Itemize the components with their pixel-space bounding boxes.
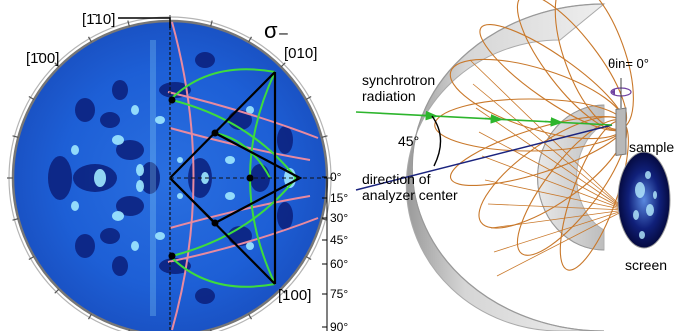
- label-bar100: [1̄00]: [26, 50, 59, 67]
- azimuth-ticks: [7, 15, 333, 331]
- polar-tick-label: 0°: [330, 170, 342, 184]
- polar-tick-label: 30°: [330, 211, 348, 225]
- beam-label-line2: radiation: [362, 88, 416, 104]
- pole-figure: [1̄10] [1̄00] [010] [100] σ₋ 0° 15° 30° 45°…: [7, 11, 348, 331]
- label-100: [100]: [278, 287, 311, 304]
- sample: [610, 78, 632, 156]
- angle-label: 45°: [398, 133, 419, 149]
- polar-tick-label: 60°: [330, 257, 348, 271]
- theta-label: θin= 0°: [608, 56, 649, 71]
- beam-arrows: [419, 110, 564, 127]
- polar-tick-label: 15°: [330, 191, 348, 205]
- label-010: [010]: [284, 45, 317, 62]
- pole-dots: [168, 96, 254, 260]
- polar-tick-label: 45°: [330, 233, 348, 247]
- detector-screen: [617, 151, 671, 249]
- polar-angle-scale: 0° 15° 30° 45° 60° 75° 90°: [322, 170, 348, 331]
- analyzer-direction-line: [355, 124, 613, 191]
- polar-tick-label: 75°: [330, 287, 348, 301]
- green-arcs: [169, 68, 297, 288]
- analyzer-label-line2: analyzer center: [362, 187, 458, 203]
- label-bar110: [1̄10]: [82, 11, 115, 28]
- screen-label: screen: [625, 257, 667, 273]
- angle-arc: [431, 115, 442, 167]
- analyzer-label-line1: direction of: [362, 171, 431, 187]
- geometry-diagram: synchrotron radiation 45° direction of a…: [355, 0, 674, 331]
- polarization-symbol: σ₋: [264, 18, 289, 43]
- polar-tick-label: 90°: [330, 320, 348, 331]
- synchrotron-beam: [355, 111, 613, 126]
- beam-label-line1: synchrotron: [362, 72, 435, 88]
- label-leader: [118, 17, 171, 28]
- sample-label: sample: [629, 139, 674, 155]
